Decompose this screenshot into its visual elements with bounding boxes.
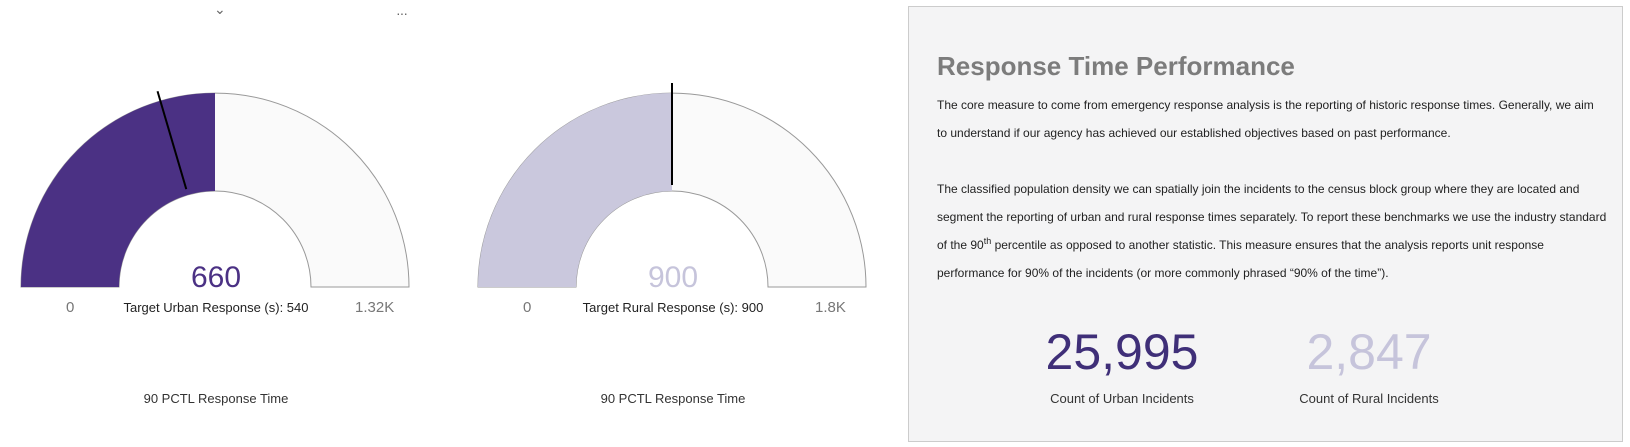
gauge-max-label: 1.32K	[355, 299, 395, 316]
gauge-min-label: 0	[523, 299, 532, 316]
urban-incident-count: 25,995	[1045, 324, 1199, 380]
rural-count-label: Count of Rural Incidents	[1299, 391, 1439, 406]
chevron-down-icon[interactable]: ⌄	[214, 1, 226, 17]
urban-gauge-widget: 660 Target Urban Response (s): 540 0 1.3…	[0, 60, 440, 440]
gauge-target-label: Target Urban Response (s): 540	[123, 300, 309, 315]
gauge-caption: 90 PCTL Response Time	[143, 391, 289, 406]
paragraph-methodology-part1: The classified population density we can…	[937, 182, 1607, 252]
rural-incident-count: 2,847	[1306, 324, 1432, 380]
ordinal-superscript: th	[983, 236, 992, 246]
gauge-max-label: 1.8K	[815, 299, 846, 316]
rural-gauge-widget: 900 Target Rural Response (s): 900 0 1.8…	[457, 60, 897, 440]
paragraph-methodology-part2: percentile as opposed to another statist…	[937, 238, 1544, 280]
gauge-target-needle	[156, 90, 188, 190]
panel-title: Response Time Performance	[937, 51, 1295, 81]
urban-count-indicator: 25,995 Count of Urban Incidents	[1007, 325, 1237, 406]
gauge-min-label: 0	[66, 299, 75, 316]
panel-description: The core measure to come from emergency …	[937, 91, 1607, 287]
paragraph-intro: The core measure to come from emergency …	[937, 98, 1594, 140]
gauge-value: 900	[647, 261, 699, 294]
rural-count-indicator: 2,847 Count of Rural Incidents	[1254, 325, 1484, 406]
gauge-fill	[478, 93, 672, 287]
paragraph-methodology: The classified population density we can…	[937, 175, 1607, 287]
more-horizontal-icon[interactable]: ···	[396, 5, 408, 21]
gauge-fill	[21, 93, 215, 287]
urban-gauge	[20, 90, 410, 288]
gauge-caption: 90 PCTL Response Time	[600, 391, 746, 406]
urban-count-label: Count of Urban Incidents	[1050, 391, 1194, 406]
gauge-target-label: Target Rural Response (s): 900	[582, 300, 764, 315]
gauge-value: 660	[190, 261, 242, 294]
rural-gauge	[477, 83, 867, 288]
response-time-panel: Response Time Performance The core measu…	[908, 6, 1623, 442]
